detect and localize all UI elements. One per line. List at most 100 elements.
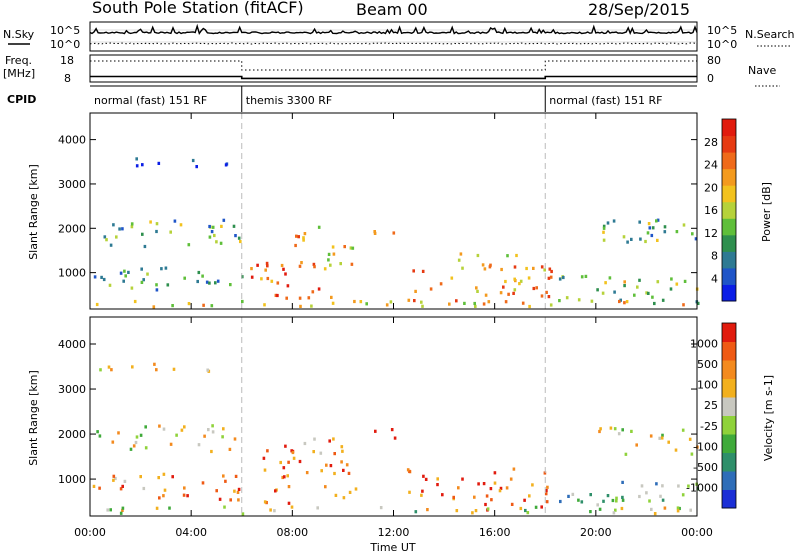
heatmap-cell	[307, 296, 311, 300]
heatmap-cell	[208, 235, 212, 239]
heatmap-cell	[420, 493, 423, 497]
heatmap-cell	[499, 291, 503, 295]
heatmap-cell	[207, 428, 210, 432]
colorbar-tick-label: 28	[704, 136, 718, 149]
heatmap-cell	[580, 275, 584, 279]
heatmap-cell	[663, 225, 667, 229]
heatmap-cell	[115, 235, 118, 239]
heatmap-cell	[510, 502, 514, 506]
colorbar-swatch	[722, 201, 736, 219]
heatmap-cell	[157, 161, 161, 165]
heatmap-cell	[269, 508, 272, 512]
heatmap-cell	[513, 277, 516, 281]
heatmap-cell	[623, 284, 626, 288]
heatmap-cell	[412, 269, 415, 273]
heatmap-cell	[535, 286, 538, 290]
heatmap-cell	[414, 289, 417, 293]
heatmap-cell	[681, 428, 685, 432]
heatmap-cell	[123, 269, 126, 273]
date-label: 28/Sep/2015	[588, 0, 690, 19]
heatmap-cell	[311, 290, 315, 294]
heatmap-cell	[117, 431, 120, 435]
heatmap-cell	[274, 293, 278, 297]
heatmap-cell	[667, 440, 670, 444]
heatmap-cell	[648, 499, 651, 503]
heatmap-cell	[144, 446, 148, 450]
heatmap-cell	[119, 271, 123, 275]
heatmap-cell	[392, 231, 396, 235]
heatmap-cell	[577, 298, 581, 302]
nave-trace	[90, 60, 697, 71]
heatmap-cell	[202, 303, 205, 307]
heatmap-cell	[266, 449, 269, 453]
heatmap-cell	[598, 429, 601, 434]
heatmap-cell	[640, 484, 644, 488]
heatmap-cell	[316, 506, 319, 510]
heatmap-cell	[424, 477, 428, 481]
y-tick-label: 4000	[58, 134, 86, 147]
heatmap-cell	[609, 426, 613, 430]
heatmap-cell	[210, 230, 214, 234]
heatmap-cell	[162, 494, 165, 498]
heatmap-cell	[630, 237, 633, 241]
heatmap-cell	[239, 239, 242, 244]
heatmap-cell	[201, 481, 205, 485]
heatmap-cell	[130, 222, 134, 226]
heatmap-cell	[201, 274, 204, 278]
heatmap-cell	[283, 475, 286, 479]
heatmap-cell	[98, 434, 102, 438]
heatmap-cell	[107, 365, 111, 369]
heatmap-cell	[163, 488, 167, 492]
heatmap-cell	[106, 508, 109, 512]
heatmap-cell	[661, 484, 664, 488]
heatmap-cell	[327, 252, 331, 256]
heatmap-cell	[649, 434, 653, 438]
heatmap-cell	[547, 276, 551, 280]
colorbar-swatch	[722, 360, 736, 379]
heatmap-cell	[298, 296, 302, 300]
heatmap-cell	[696, 487, 700, 491]
freq-panel-frame	[89, 54, 698, 83]
heatmap-cell	[237, 498, 240, 502]
heatmap-cell	[313, 437, 316, 441]
colorbar-swatch	[722, 218, 736, 236]
freq-panel: 18 8 80 0 Freq. [MHz] Nave	[3, 54, 780, 87]
heatmap-cell	[211, 225, 215, 229]
freq-axis-tick-low: 8	[64, 72, 71, 85]
heatmap-cell	[651, 295, 654, 299]
heatmap-cell	[290, 505, 294, 509]
heatmap-cell	[331, 301, 335, 305]
heatmap-cell	[694, 237, 698, 241]
heatmap-cell	[656, 280, 660, 284]
heatmap-cell	[407, 298, 411, 302]
heatmap-cell	[543, 268, 546, 272]
heatmap-cell	[291, 450, 295, 455]
heatmap-cell	[143, 244, 147, 249]
heatmap-cell	[333, 452, 336, 456]
heatmap-cell	[183, 486, 186, 490]
heatmap-cell	[589, 493, 592, 497]
heatmap-cell	[124, 274, 127, 278]
colorbar-swatch	[722, 185, 736, 203]
heatmap-cell	[545, 500, 549, 504]
y-tick-label: 3000	[58, 178, 86, 191]
heatmap-cell	[636, 285, 639, 289]
heatmap-cell	[540, 265, 544, 269]
heatmap-cell	[584, 274, 588, 278]
heatmap-cell	[195, 165, 198, 169]
nsky-label: N.Sky	[3, 28, 35, 41]
heatmap-cell	[459, 252, 463, 256]
colorbar-swatch	[722, 323, 736, 342]
heatmap-cell	[317, 225, 321, 229]
heatmap-cell	[656, 238, 659, 242]
power-panel-frame	[89, 112, 698, 310]
heatmap-cell	[638, 278, 641, 282]
heatmap-cell	[515, 253, 518, 258]
cpid-segments: normal (fast) 151 RF themis 3300 RF normal…	[94, 86, 663, 112]
heatmap-cell	[499, 486, 503, 490]
heatmap-cell	[260, 277, 263, 281]
heatmap-cell	[565, 296, 569, 300]
heatmap-cell	[273, 509, 276, 513]
heatmap-cell	[599, 427, 602, 431]
heatmap-cell	[282, 466, 286, 470]
